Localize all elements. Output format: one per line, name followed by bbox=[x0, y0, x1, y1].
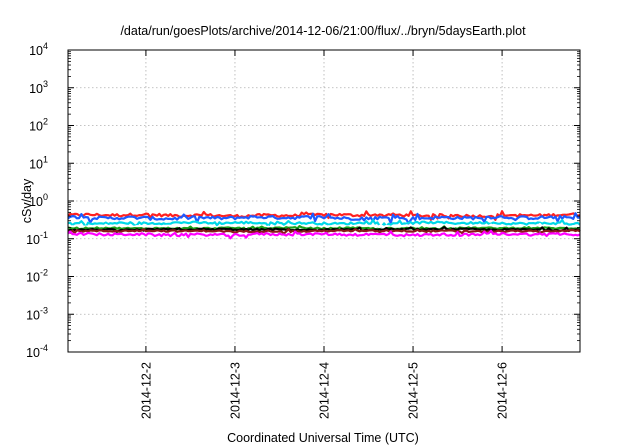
y-tick-label: 10-2 bbox=[26, 268, 48, 285]
y-tick-label: 10-1 bbox=[26, 230, 48, 247]
x-axis: 2014-12-2 2014-12-3 2014-12-4 2014-12-5 2014… bbox=[139, 50, 510, 419]
chart-title: /data/run/goesPlots/archive/2014-12-06/2… bbox=[120, 24, 526, 38]
y-axis: 10-4 10-3 10-2 10-1 100 101 102 103 104 bbox=[26, 41, 580, 360]
y-tick-label: 100 bbox=[29, 192, 48, 209]
series-line bbox=[67, 219, 581, 229]
x-tick-label: 2014-12-6 bbox=[496, 362, 510, 419]
series-line bbox=[67, 229, 581, 240]
x-tick-label: 2014-12-3 bbox=[228, 362, 242, 419]
series-line bbox=[67, 212, 580, 225]
y-tick-label: 101 bbox=[29, 154, 48, 171]
y-axis-label: cSv/day bbox=[20, 178, 34, 223]
y-tick-label: 10-3 bbox=[26, 305, 48, 322]
series-group bbox=[67, 210, 581, 240]
y-tick-label: 10-4 bbox=[26, 343, 48, 360]
x-tick-label: 2014-12-4 bbox=[318, 362, 332, 419]
series-line bbox=[67, 228, 581, 235]
y-tick-label: 102 bbox=[29, 117, 48, 134]
x-tick-label: 2014-12-2 bbox=[139, 362, 153, 419]
y-tick-label: 104 bbox=[29, 41, 48, 58]
grid bbox=[68, 50, 580, 352]
y-tick-label: 103 bbox=[29, 79, 48, 96]
x-axis-label: Coordinated Universal Time (UTC) bbox=[227, 431, 419, 445]
x-tick-label: 2014-12-5 bbox=[407, 362, 421, 419]
